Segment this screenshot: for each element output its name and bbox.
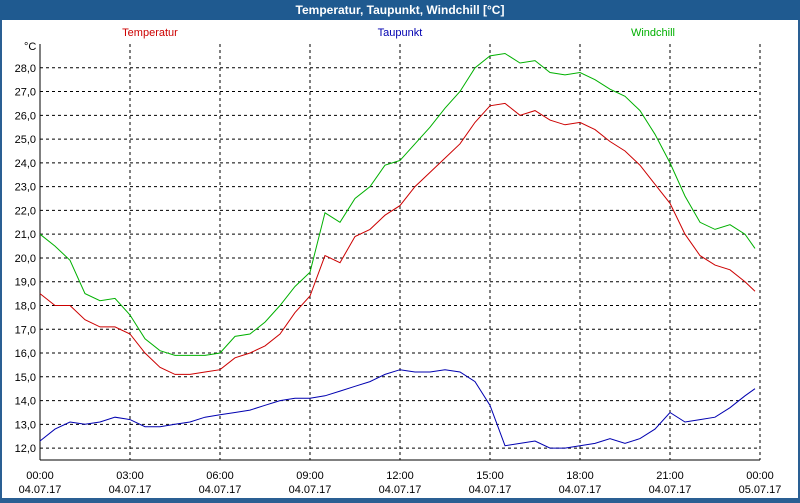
y-tick-label: 20,0 xyxy=(15,253,36,265)
y-tick-label: 17,0 xyxy=(15,324,36,336)
x-tick-time-label: 18:00 xyxy=(566,470,594,482)
x-tick-time-label: 00:00 xyxy=(26,470,54,482)
x-tick-date-label: 05.07.17 xyxy=(739,484,782,496)
y-tick-label: 19,0 xyxy=(15,277,36,289)
grid xyxy=(39,44,761,460)
legend-windchill: Windchill xyxy=(631,27,675,39)
legend-taupunkt: Taupunkt xyxy=(378,27,423,39)
x-tick-date-label: 04.07.17 xyxy=(199,484,242,496)
series-lines xyxy=(39,52,756,449)
y-tick-label: 14,0 xyxy=(15,396,36,408)
y-axis-unit-label: °C xyxy=(24,41,36,53)
y-tick-label: 15,0 xyxy=(15,372,36,384)
y-tick-label: 24,0 xyxy=(15,158,36,170)
x-tick-time-label: 09:00 xyxy=(296,470,324,482)
y-tick-label: 12,0 xyxy=(15,443,36,455)
x-tick-date-label: 04.07.17 xyxy=(649,484,692,496)
x-tick-time-label: 00:00 xyxy=(746,470,774,482)
x-tick-time-label: 21:00 xyxy=(656,470,684,482)
x-tick-date-label: 04.07.17 xyxy=(109,484,152,496)
x-tick-time-label: 15:00 xyxy=(476,470,504,482)
x-tick-date-label: 04.07.17 xyxy=(379,484,422,496)
y-tick-label: 28,0 xyxy=(15,63,36,75)
legend-temperatur: Temperatur xyxy=(122,27,178,39)
x-tick-date-label: 04.07.17 xyxy=(469,484,512,496)
x-tick-date-label: 04.07.17 xyxy=(559,484,602,496)
x-tick-time-label: 12:00 xyxy=(386,470,414,482)
y-tick-label: 16,0 xyxy=(15,348,36,360)
x-tick-time-label: 03:00 xyxy=(116,470,144,482)
y-tick-label: 23,0 xyxy=(15,182,36,194)
x-tick-date-label: 04.07.17 xyxy=(289,484,332,496)
series-line-taupunkt xyxy=(39,369,756,449)
y-tick-label: 25,0 xyxy=(15,134,36,146)
x-tick-date-label: 04.07.17 xyxy=(19,484,62,496)
x-tick-time-label: 06:00 xyxy=(206,470,234,482)
series-line-temperatur xyxy=(39,102,756,375)
y-tick-label: 13,0 xyxy=(15,419,36,431)
line-chart: °C Temperatur Taupunkt Windchill 12,0 13,… xyxy=(15,27,782,496)
series-line-windchill xyxy=(39,52,756,356)
y-tick-label: 21,0 xyxy=(15,229,36,241)
y-tick-label: 26,0 xyxy=(15,110,36,122)
y-tick-label: 18,0 xyxy=(15,300,36,312)
y-tick-label: 22,0 xyxy=(15,205,36,217)
axes: 12,0 13,0 14,0 15,0 16,0 17,0 18,0 19,0 20,0 21,0… xyxy=(15,44,782,496)
chart-area: °C Temperatur Taupunkt Windchill 12,0 13,… xyxy=(2,20,798,498)
window-title: Temperatur, Taupunkt, Windchill [°C] xyxy=(0,0,800,20)
y-tick-label: 27,0 xyxy=(15,87,36,99)
